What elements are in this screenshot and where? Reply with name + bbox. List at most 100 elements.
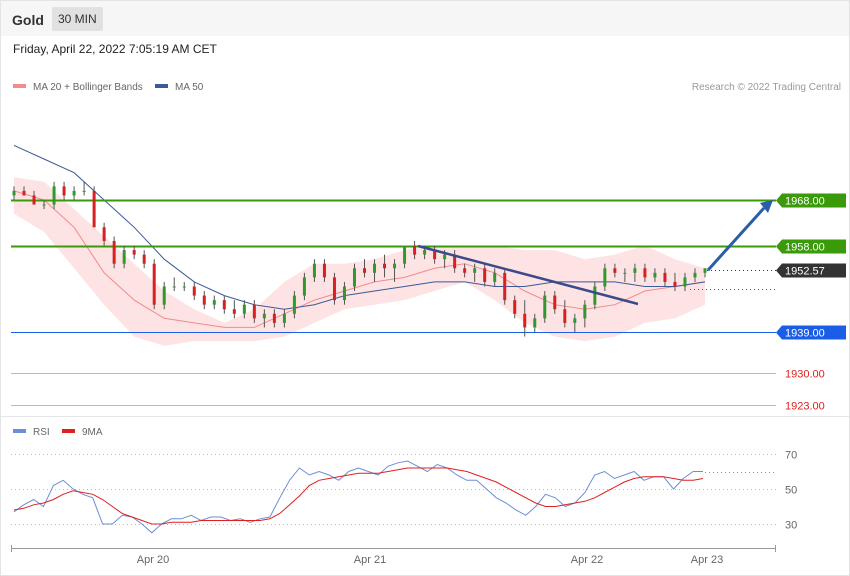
- candle-body: [483, 268, 487, 282]
- candle-body: [192, 286, 196, 296]
- candles: [12, 181, 707, 337]
- ma50-line: [13, 144, 706, 310]
- candle-body: [212, 300, 216, 305]
- trendline: [417, 244, 639, 306]
- candle-body: [503, 272, 507, 301]
- candle-body: [363, 268, 367, 273]
- candle-body: [423, 250, 427, 255]
- candle-body: [292, 295, 296, 314]
- candle-body: [122, 250, 126, 264]
- candle-body: [242, 304, 246, 314]
- candle-body: [383, 263, 387, 269]
- candle-body: [703, 268, 707, 273]
- candle-body: [42, 204, 46, 206]
- candle-body: [282, 313, 286, 323]
- resistance-tag: [776, 193, 846, 208]
- candle-body: [583, 304, 587, 319]
- candle-body: [332, 277, 336, 301]
- annotations: [417, 200, 773, 306]
- candle-body: [413, 245, 417, 255]
- panel-divider: [1, 416, 849, 417]
- candle-body: [262, 313, 266, 319]
- candle-body: [222, 300, 226, 310]
- candle-body: [663, 272, 667, 282]
- candle-body: [112, 240, 116, 264]
- bollinger-bands: [14, 177, 705, 346]
- candle-body: [152, 263, 156, 305]
- candle-body: [533, 318, 537, 328]
- candle-body: [162, 286, 166, 305]
- level-lines: 1968.00 1958.00 1952.57 1939.00 1930.00 1923.…: [11, 193, 846, 413]
- candle-body: [563, 309, 567, 323]
- candle-body: [132, 250, 136, 255]
- last-price-tag: [776, 263, 846, 278]
- ma50-legend-label: MA 50: [175, 82, 204, 93]
- candle-body: [182, 286, 186, 288]
- candle-body: [643, 268, 647, 278]
- ma20-line: [13, 190, 706, 328]
- resistance-label: 1958.00: [785, 242, 825, 254]
- candle-body: [603, 268, 607, 287]
- candle-body: [342, 286, 346, 301]
- candle-body: [673, 281, 677, 287]
- price-chart: MA 20 + Bollinger Bands MA 50 Research ©…: [11, 82, 846, 413]
- last-price-label: 1952.57: [785, 266, 825, 278]
- candle-body: [373, 263, 377, 273]
- candle-body: [433, 250, 437, 260]
- candle-body: [523, 313, 527, 328]
- candle-body: [232, 309, 236, 314]
- top-bar: Gold 30 MIN: [1, 1, 849, 36]
- candle-body: [92, 190, 96, 228]
- candle-body: [52, 186, 56, 205]
- candle-body: [493, 272, 497, 282]
- ma20-legend-label: MA 20 + Bollinger Bands: [33, 82, 143, 93]
- candle-body: [573, 318, 577, 323]
- candle-body: [322, 263, 326, 278]
- candle-body: [653, 272, 657, 278]
- forecast-arrow-shaft: [706, 206, 766, 272]
- candle-body: [693, 272, 697, 278]
- candle-body: [473, 268, 477, 273]
- candle-body: [453, 254, 457, 269]
- ma50-legend-swatch: [155, 84, 168, 88]
- candle-body: [72, 190, 76, 196]
- resistance-label: 1968.00: [785, 196, 825, 208]
- candle-body: [302, 277, 306, 296]
- resistance-tag: [776, 239, 846, 254]
- support-label: 1930.00: [785, 369, 825, 381]
- candle-body: [102, 227, 106, 241]
- candle-body: [82, 190, 86, 192]
- candle-body: [12, 190, 16, 196]
- candle-body: [352, 268, 356, 287]
- pivot-label: 1939.00: [785, 328, 825, 340]
- legend: MA 20 + Bollinger Bands MA 50 Research ©…: [13, 82, 841, 93]
- timestamp: Friday, April 22, 2022 7:05:19 AM CET: [13, 42, 217, 56]
- candle-body: [613, 268, 617, 273]
- candle-body: [252, 304, 256, 319]
- bollinger-band-area: [14, 177, 705, 346]
- candle-body: [543, 295, 547, 319]
- candle-body: [172, 286, 176, 288]
- timeframe-selector[interactable]: 30 MIN: [52, 7, 103, 31]
- candle-body: [62, 186, 66, 196]
- moving-averages: [13, 144, 706, 328]
- candle-body: [633, 268, 637, 273]
- candle-body: [32, 195, 36, 205]
- pivot-tag: [776, 325, 846, 340]
- candle-body: [623, 272, 627, 274]
- instrument-name: Gold: [12, 12, 44, 28]
- candle-body: [202, 295, 206, 305]
- candle-body: [22, 190, 26, 196]
- ma20-legend-swatch: [13, 84, 26, 88]
- candle-body: [683, 277, 687, 287]
- candle-body: [393, 263, 397, 269]
- forecast-arrow-head: [760, 200, 773, 213]
- candle-body: [443, 254, 447, 260]
- candle-body: [312, 263, 316, 278]
- support-label: 1923.00: [785, 401, 825, 413]
- candle-body: [463, 268, 467, 273]
- candle-body: [513, 300, 517, 314]
- candle-body: [142, 254, 146, 264]
- candle-body: [553, 295, 557, 310]
- credit-text: Research © 2022 Trading Central: [692, 82, 841, 93]
